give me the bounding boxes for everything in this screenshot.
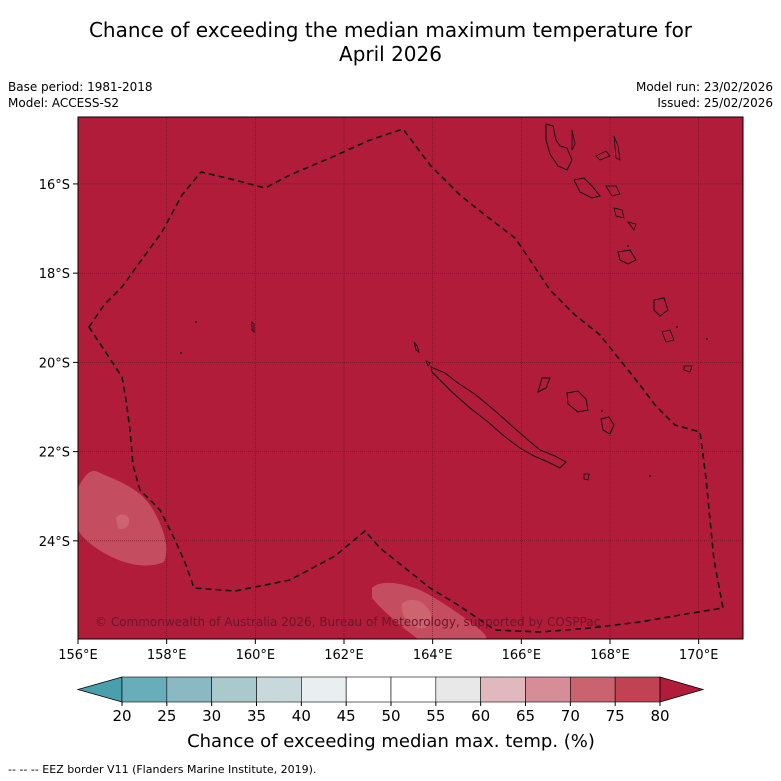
colorbar-swatch [570, 676, 616, 703]
epi-coast [613, 207, 625, 219]
efate-coast [617, 249, 637, 265]
islet [195, 321, 197, 323]
eez-border [88, 128, 724, 633]
colorbar-over-arrow [659, 676, 705, 703]
lon-tick-label: 158°E [147, 648, 187, 663]
islet [706, 338, 708, 340]
island-coast [425, 360, 431, 367]
title-line-2: April 2026 [339, 42, 442, 66]
title-line-1: Chance of exceeding the median maximum t… [88, 18, 693, 42]
map-background [78, 117, 743, 639]
colorbar-swatch [390, 676, 437, 703]
colorbar-label: Chance of exceeding median max. temp. (%… [187, 731, 595, 752]
chesterfield-islet [251, 321, 255, 333]
metadata-left: Base period: 1981-2018 Model: ACCESS-S2 [8, 79, 153, 111]
colorbar-tick-label: 75 [606, 707, 625, 725]
tanna-coast [661, 329, 675, 343]
colorbar-tick-label: 30 [202, 707, 221, 725]
islet [676, 326, 678, 328]
probability-patch-west-core [116, 514, 130, 530]
longitude-ticks: 156°E 158°E 160°E 162°E 164°E 166°E 168°E 170°E [58, 639, 718, 663]
colorbar-tick-label: 50 [381, 707, 400, 725]
islet [601, 410, 603, 412]
belep-islands-coast [413, 341, 420, 354]
model-text: Model: ACCESS-S2 [8, 96, 120, 110]
lat-tick-label: 16°S [39, 178, 70, 193]
colorbar-swatch [256, 676, 302, 703]
colorbar-tick-label: 70 [561, 707, 580, 725]
eez-legend-text: -- -- -- EEZ border V11 (Flanders Marine… [8, 763, 317, 776]
new-caledonia-coast [430, 366, 567, 469]
copyright-text: © Commonwealth of Australia 2026, Bureau… [95, 615, 600, 629]
colorbar-tick-label: 80 [650, 707, 669, 725]
erromango-coast [653, 297, 669, 317]
colorbar-tick-label: 55 [426, 707, 445, 725]
colorbar-tick-label: 35 [247, 707, 266, 725]
colorbar-swatch [480, 676, 526, 703]
colorbar-swatch [525, 676, 571, 703]
lon-tick-label: 166°E [502, 648, 542, 663]
maewo-coast [595, 150, 611, 161]
lon-tick-label: 160°E [236, 648, 276, 663]
colorbar-swatch [614, 676, 661, 703]
probability-patch-south-core [401, 599, 432, 629]
colorbar-swatch [435, 676, 481, 703]
islet [649, 475, 651, 477]
base-period-text: Base period: 1981-2018 [8, 80, 153, 94]
mare-coast [600, 416, 615, 435]
map-panel: © Commonwealth of Australia 2026, Bureau… [77, 116, 744, 640]
lat-tick-label: 24°S [39, 535, 70, 550]
island-coast [571, 129, 576, 151]
colorbar-swatch [121, 676, 168, 703]
lifou-coast [566, 390, 589, 413]
metadata-right: Model run: 23/02/2026 Issued: 25/02/2026 [636, 79, 773, 111]
colorbar: 20 25 30 35 40 45 50 55 60 65 70 75 80 [76, 676, 705, 725]
colorbar-tick-label: 60 [471, 707, 490, 725]
map-title: Chance of exceeding the median maximum t… [0, 18, 781, 66]
colorbar-swatch [211, 676, 257, 703]
issued-text: Issued: 25/02/2026 [657, 96, 773, 110]
colorbar-swatch [166, 676, 212, 703]
ouvea-coast [537, 377, 551, 393]
colorbar-tick-label: 40 [292, 707, 311, 725]
isle-of-pines-coast [583, 473, 590, 481]
lat-tick-label: 20°S [39, 356, 70, 371]
lon-tick-label: 168°E [590, 648, 630, 663]
islet [180, 352, 182, 354]
latitude-ticks: 16°S 18°S 20°S 22°S 24°S [39, 178, 78, 550]
lat-tick-label: 18°S [39, 267, 70, 282]
lon-tick-label: 156°E [58, 648, 98, 663]
colorbar-tick-label: 25 [157, 707, 176, 725]
colorbar-under-arrow [76, 676, 123, 703]
lat-tick-label: 22°S [39, 446, 70, 461]
colorbar-tick-label: 65 [516, 707, 535, 725]
ambrym-coast [605, 185, 621, 197]
islet [627, 245, 629, 247]
espiritu-santo-coast [545, 123, 573, 171]
aneityum-coast [683, 365, 693, 373]
malakula-coast [573, 177, 601, 199]
lon-tick-label: 162°E [324, 648, 364, 663]
colorbar-tick-label: 45 [337, 707, 356, 725]
map-frame [77, 116, 744, 640]
shepherd-islands-coast [627, 221, 637, 231]
model-run-text: Model run: 23/02/2026 [635, 80, 773, 94]
colorbar-tick-label: 20 [112, 707, 131, 725]
colorbar-swatch [301, 676, 347, 703]
pentecost-coast [613, 135, 621, 161]
lon-tick-label: 164°E [413, 648, 453, 663]
colorbar-swatch [345, 676, 392, 703]
lon-tick-label: 170°E [679, 648, 719, 663]
